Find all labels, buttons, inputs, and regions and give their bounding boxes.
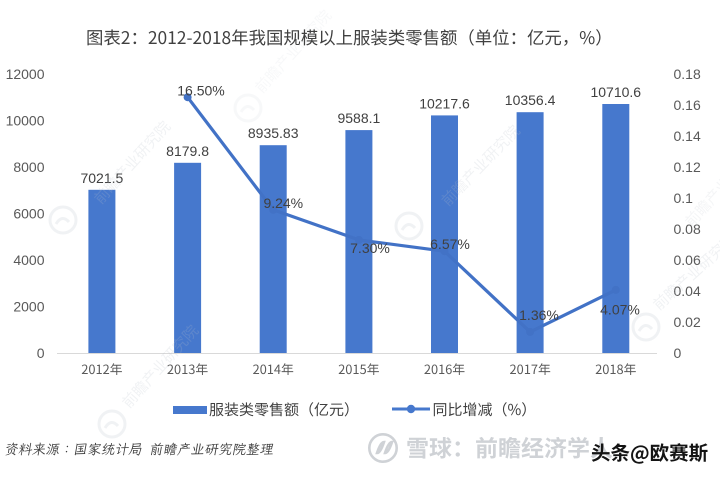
svg-text:16.50%: 16.50%: [177, 83, 224, 99]
svg-text:0.1: 0.1: [674, 190, 694, 206]
svg-text:0.02: 0.02: [674, 314, 701, 330]
svg-text:9588.1: 9588.1: [337, 110, 380, 126]
svg-text:10710.6: 10710.6: [590, 84, 641, 100]
svg-text:0.16: 0.16: [674, 97, 701, 113]
svg-text:7.30%: 7.30%: [350, 240, 390, 256]
svg-text:0: 0: [674, 345, 682, 361]
svg-text:10217.6: 10217.6: [419, 95, 470, 111]
svg-text:6.57%: 6.57%: [430, 236, 470, 252]
svg-text:0.14: 0.14: [674, 128, 701, 144]
svg-text:0.12: 0.12: [674, 159, 701, 175]
svg-text:4.07%: 4.07%: [600, 302, 640, 318]
svg-text:10000: 10000: [6, 113, 45, 129]
svg-text:12000: 12000: [6, 66, 45, 82]
svg-text:9.24%: 9.24%: [263, 195, 303, 211]
svg-text:8000: 8000: [13, 159, 44, 175]
svg-text:2000: 2000: [13, 299, 44, 315]
svg-text:8179.8: 8179.8: [166, 143, 209, 159]
svg-text:0.18: 0.18: [674, 66, 701, 82]
svg-text:0.04: 0.04: [674, 283, 701, 299]
svg-text:8935.83: 8935.83: [248, 125, 299, 141]
svg-text:4000: 4000: [13, 252, 44, 268]
svg-text:0.06: 0.06: [674, 252, 701, 268]
svg-text:7021.5: 7021.5: [80, 170, 123, 186]
svg-text:1.36%: 1.36%: [519, 307, 559, 323]
svg-text:6000: 6000: [13, 206, 44, 222]
svg-text:10356.4: 10356.4: [505, 92, 556, 108]
svg-text:0: 0: [37, 345, 45, 361]
svg-text:0.08: 0.08: [674, 221, 701, 237]
